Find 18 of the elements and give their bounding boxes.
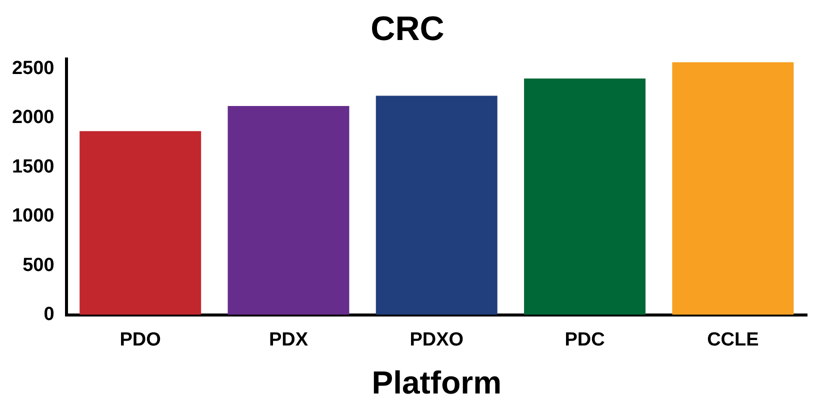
y-tick-label: 2000 bbox=[12, 107, 54, 128]
y-tick-label: 1000 bbox=[12, 206, 54, 227]
y-tick-label: 2500 bbox=[12, 58, 54, 79]
x-tick-label: PDC bbox=[564, 329, 606, 350]
bar bbox=[376, 96, 498, 315]
bar bbox=[80, 131, 202, 315]
bar bbox=[524, 78, 646, 315]
x-tick-label: PDX bbox=[268, 329, 308, 350]
chart-title: CRC bbox=[370, 10, 444, 48]
y-tick-label: 500 bbox=[22, 254, 54, 276]
y-tick-label: 0 bbox=[44, 304, 54, 326]
x-tick-label: PDO bbox=[120, 329, 161, 350]
bar bbox=[672, 62, 794, 315]
x-tick-label: CCLE bbox=[707, 329, 759, 350]
bar bbox=[228, 106, 350, 315]
x-axis-title: Platform bbox=[372, 364, 502, 401]
y-tick-label: 1500 bbox=[12, 156, 54, 178]
x-tick-label: PDXO bbox=[410, 329, 464, 350]
